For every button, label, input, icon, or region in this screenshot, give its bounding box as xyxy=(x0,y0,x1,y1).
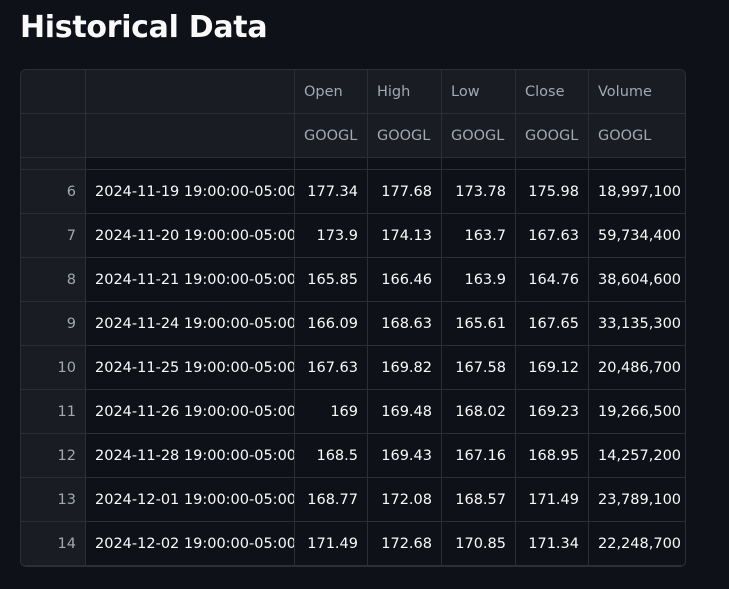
volume-cell xyxy=(588,157,685,170)
date-cell[interactable]: 2024-11-24 19:00:00-05:00 xyxy=(85,301,295,346)
volume-cell[interactable]: 33,135,300 xyxy=(588,301,685,346)
open-cell[interactable]: 165.85 xyxy=(294,257,368,302)
close-cell[interactable]: 169.12 xyxy=(515,345,589,390)
high-cell[interactable]: 169.43 xyxy=(367,433,442,478)
date-cell[interactable]: 2024-11-21 19:00:00-05:00 xyxy=(85,257,295,302)
low-cell[interactable]: 163.9 xyxy=(441,257,516,302)
close-cell[interactable]: 167.63 xyxy=(515,213,589,258)
column-header-low[interactable]: Low xyxy=(441,70,516,114)
low-cell[interactable]: 167.58 xyxy=(441,345,516,390)
close-cell[interactable]: 169.23 xyxy=(515,389,589,434)
index-header-cell xyxy=(21,70,86,114)
open-cell[interactable]: 169 xyxy=(294,389,368,434)
volume-cell[interactable]: 19,266,500 xyxy=(588,389,685,434)
close-cell[interactable]: 175.98 xyxy=(515,169,589,214)
row-index-cell[interactable]: 11 xyxy=(21,389,86,434)
row-index-cell[interactable]: 8 xyxy=(21,257,86,302)
open-cell[interactable]: 173.9 xyxy=(294,213,368,258)
table-row: 6 2024-11-19 19:00:00-05:00 177.34 177.6… xyxy=(21,169,685,214)
column-header-close[interactable]: Close xyxy=(515,70,589,114)
row-index-cell[interactable]: 10 xyxy=(21,345,86,390)
date-header-cell xyxy=(85,113,295,158)
table-row: 7 2024-11-20 19:00:00-05:00 173.9 174.13… xyxy=(21,213,685,258)
open-cell[interactable]: 168.77 xyxy=(294,477,368,522)
ticker-header-close[interactable]: GOOGL xyxy=(515,113,589,158)
table-row: 8 2024-11-21 19:00:00-05:00 165.85 166.4… xyxy=(21,257,685,302)
close-cell[interactable]: 164.76 xyxy=(515,257,589,302)
data-table: Open High Low Close Volume GOOGL GOOGL G… xyxy=(21,70,685,566)
volume-cell[interactable]: 23,789,100 xyxy=(588,477,685,522)
date-cell[interactable]: 2024-11-26 19:00:00-05:00 xyxy=(85,389,295,434)
open-cell[interactable]: 167.63 xyxy=(294,345,368,390)
high-cell[interactable]: 166.46 xyxy=(367,257,442,302)
high-cell[interactable]: 174.13 xyxy=(367,213,442,258)
row-index-cell[interactable]: 6 xyxy=(21,169,86,214)
row-index-cell[interactable]: 14 xyxy=(21,521,86,566)
date-cell[interactable]: 2024-11-25 19:00:00-05:00 xyxy=(85,345,295,390)
table-row: 9 2024-11-24 19:00:00-05:00 166.09 168.6… xyxy=(21,301,685,346)
close-cell[interactable]: 171.34 xyxy=(515,521,589,566)
open-cell[interactable]: 168.5 xyxy=(294,433,368,478)
volume-cell[interactable]: 18,997,100 xyxy=(588,169,685,214)
open-cell[interactable]: 177.34 xyxy=(294,169,368,214)
open-cell[interactable]: 166.09 xyxy=(294,301,368,346)
open-cell xyxy=(294,157,368,170)
high-cell[interactable]: 177.68 xyxy=(367,169,442,214)
table-row: 14 2024-12-02 19:00:00-05:00 171.49 172.… xyxy=(21,521,685,566)
high-cell[interactable]: 172.68 xyxy=(367,521,442,566)
volume-cell[interactable]: 14,257,200 xyxy=(588,433,685,478)
row-index-cell[interactable]: 13 xyxy=(21,477,86,522)
column-header-open[interactable]: Open xyxy=(294,70,368,114)
row-index-cell[interactable]: 9 xyxy=(21,301,86,346)
table-row: 11 2024-11-26 19:00:00-05:00 169 169.48 … xyxy=(21,389,685,434)
ticker-header-open[interactable]: GOOGL xyxy=(294,113,368,158)
date-cell[interactable]: 2024-12-01 19:00:00-05:00 xyxy=(85,477,295,522)
date-cell xyxy=(85,157,295,170)
open-cell[interactable]: 171.49 xyxy=(294,521,368,566)
date-cell[interactable]: 2024-11-19 19:00:00-05:00 xyxy=(85,169,295,214)
high-cell[interactable]: 168.63 xyxy=(367,301,442,346)
index-header-cell xyxy=(21,113,86,158)
row-index-cell[interactable]: 7 xyxy=(21,213,86,258)
close-cell[interactable]: 167.65 xyxy=(515,301,589,346)
volume-cell[interactable]: 22,248,700 xyxy=(588,521,685,566)
table-row: 12 2024-11-28 19:00:00-05:00 168.5 169.4… xyxy=(21,433,685,478)
ticker-header-high[interactable]: GOOGL xyxy=(367,113,442,158)
high-cell[interactable]: 169.82 xyxy=(367,345,442,390)
row-index-cell xyxy=(21,157,86,170)
high-cell[interactable]: 172.08 xyxy=(367,477,442,522)
high-cell xyxy=(367,157,442,170)
date-header-cell xyxy=(85,70,295,114)
close-cell[interactable]: 168.95 xyxy=(515,433,589,478)
low-cell[interactable]: 173.78 xyxy=(441,169,516,214)
table-row: 13 2024-12-01 19:00:00-05:00 168.77 172.… xyxy=(21,477,685,522)
header-row-tickers: GOOGL GOOGL GOOGL GOOGL GOOGL xyxy=(21,113,685,158)
data-grid[interactable]: Open High Low Close Volume GOOGL GOOGL G… xyxy=(20,69,686,567)
date-cell[interactable]: 2024-11-28 19:00:00-05:00 xyxy=(85,433,295,478)
column-header-volume[interactable]: Volume xyxy=(588,70,685,114)
table-row: 10 2024-11-25 19:00:00-05:00 167.63 169.… xyxy=(21,345,685,390)
low-cell[interactable]: 167.16 xyxy=(441,433,516,478)
close-cell xyxy=(515,157,589,170)
low-cell[interactable]: 165.61 xyxy=(441,301,516,346)
ticker-header-volume[interactable]: GOOGL xyxy=(588,113,685,158)
low-cell[interactable]: 168.57 xyxy=(441,477,516,522)
page-title: Historical Data xyxy=(20,10,268,45)
column-header-high[interactable]: High xyxy=(367,70,442,114)
volume-cell[interactable]: 59,734,400 xyxy=(588,213,685,258)
volume-cell[interactable]: 38,604,600 xyxy=(588,257,685,302)
high-cell[interactable]: 169.48 xyxy=(367,389,442,434)
table-row-partial xyxy=(21,157,685,170)
header-row-columns: Open High Low Close Volume xyxy=(21,70,685,114)
row-index-cell[interactable]: 12 xyxy=(21,433,86,478)
low-cell[interactable]: 168.02 xyxy=(441,389,516,434)
low-cell xyxy=(441,157,516,170)
ticker-header-low[interactable]: GOOGL xyxy=(441,113,516,158)
close-cell[interactable]: 171.49 xyxy=(515,477,589,522)
low-cell[interactable]: 170.85 xyxy=(441,521,516,566)
date-cell[interactable]: 2024-11-20 19:00:00-05:00 xyxy=(85,213,295,258)
volume-cell[interactable]: 20,486,700 xyxy=(588,345,685,390)
date-cell[interactable]: 2024-12-02 19:00:00-05:00 xyxy=(85,521,295,566)
low-cell[interactable]: 163.7 xyxy=(441,213,516,258)
